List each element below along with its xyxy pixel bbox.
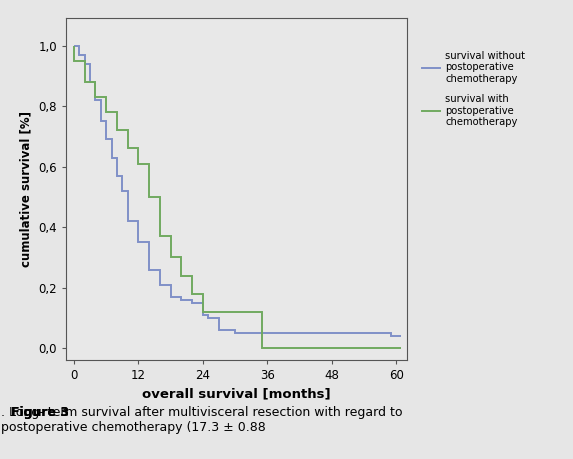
X-axis label: overall survival [months]: overall survival [months] <box>142 388 331 401</box>
Legend: survival without
postoperative
chemotherapy, survival with
postoperative
chemoth: survival without postoperative chemother… <box>422 50 525 127</box>
Text: Figure 3: Figure 3 <box>11 406 69 419</box>
Text: Figure 3: Figure 3 <box>11 406 69 419</box>
Y-axis label: cumulative survival [%]: cumulative survival [%] <box>19 112 33 267</box>
Text: . Long- term survival after multivisceral resection with regard to
postoperative: . Long- term survival after multiviscera… <box>1 406 402 434</box>
